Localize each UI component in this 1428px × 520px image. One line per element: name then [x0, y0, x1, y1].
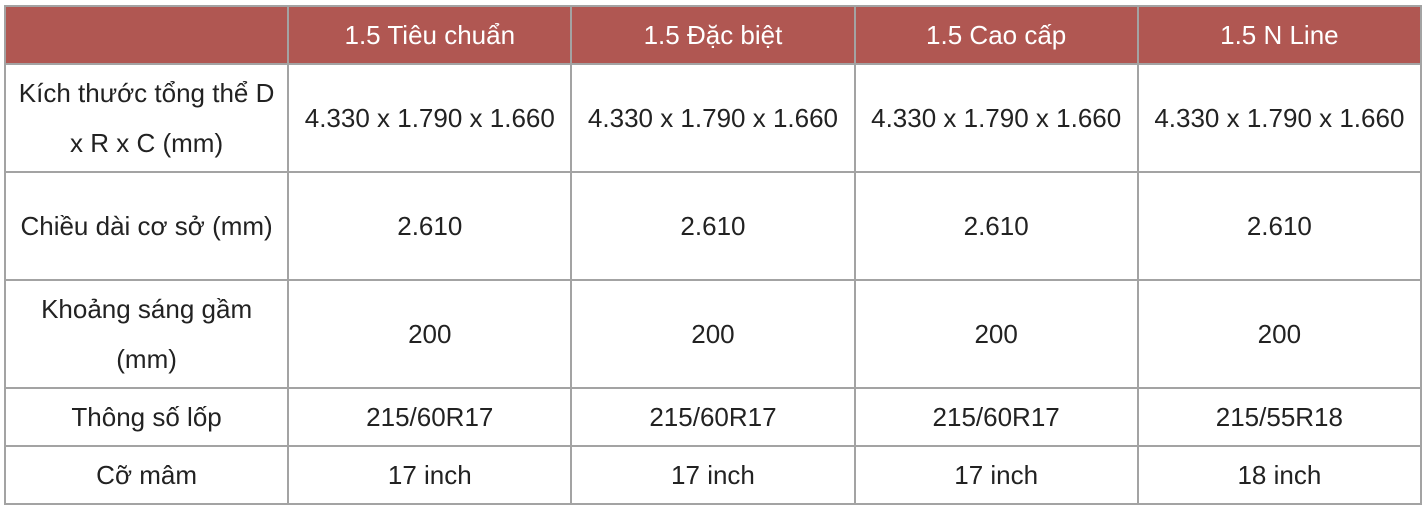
cell-value: 2.610 [1136, 171, 1423, 281]
cell-value: 17 inch [287, 445, 573, 505]
cell-value: 200 [287, 279, 573, 389]
cell-value: 2.610 [853, 171, 1139, 281]
cell-value: 200 [1136, 279, 1423, 389]
cell-value: 18 inch [1136, 445, 1423, 505]
table-row: Thông số lốp 215/60R17 215/60R17 215/60R17 2… [3, 387, 1423, 447]
row-label: Khoảng sáng gầm (mm) [3, 279, 290, 389]
table-row: Chiều dài cơ sở (mm) 2.610 2.610 2.610 2.610 [3, 171, 1423, 281]
header-cell: 1.5 Tiêu chuẩn [287, 5, 573, 65]
cell-value: 2.610 [287, 171, 573, 281]
spec-table: 1.5 Tiêu chuẩn 1.5 Đặc biệt 1.5 Cao cấp … [3, 5, 1423, 505]
row-label: Kích thước tổng thể D x R x C (mm) [3, 63, 290, 173]
cell-value: 215/60R17 [853, 387, 1139, 447]
cell-value: 4.330 x 1.790 x 1.660 [1136, 63, 1423, 173]
cell-value: 215/60R17 [570, 387, 856, 447]
cell-value: 17 inch [853, 445, 1139, 505]
header-row: 1.5 Tiêu chuẩn 1.5 Đặc biệt 1.5 Cao cấp … [3, 5, 1423, 65]
header-cell: 1.5 Cao cấp [853, 5, 1139, 65]
cell-value: 17 inch [570, 445, 856, 505]
row-label: Cỡ mâm [3, 445, 290, 505]
cell-value: 200 [853, 279, 1139, 389]
cell-value: 4.330 x 1.790 x 1.660 [287, 63, 573, 173]
cell-value: 2.610 [570, 171, 856, 281]
cell-value: 215/60R17 [287, 387, 573, 447]
row-label: Thông số lốp [3, 387, 290, 447]
table-row: Cỡ mâm 17 inch 17 inch 17 inch 18 inch [3, 445, 1423, 505]
header-cell [3, 5, 290, 65]
cell-value: 200 [570, 279, 856, 389]
cell-value: 215/55R18 [1136, 387, 1423, 447]
row-label: Chiều dài cơ sở (mm) [3, 171, 290, 281]
cell-value: 4.330 x 1.790 x 1.660 [570, 63, 856, 173]
cell-value: 4.330 x 1.790 x 1.660 [853, 63, 1139, 173]
header-cell: 1.5 N Line [1136, 5, 1423, 65]
table-row: Khoảng sáng gầm (mm) 200 200 200 200 [3, 279, 1423, 389]
table-row: Kích thước tổng thể D x R x C (mm) 4.330 … [3, 63, 1423, 173]
header-cell: 1.5 Đặc biệt [570, 5, 856, 65]
